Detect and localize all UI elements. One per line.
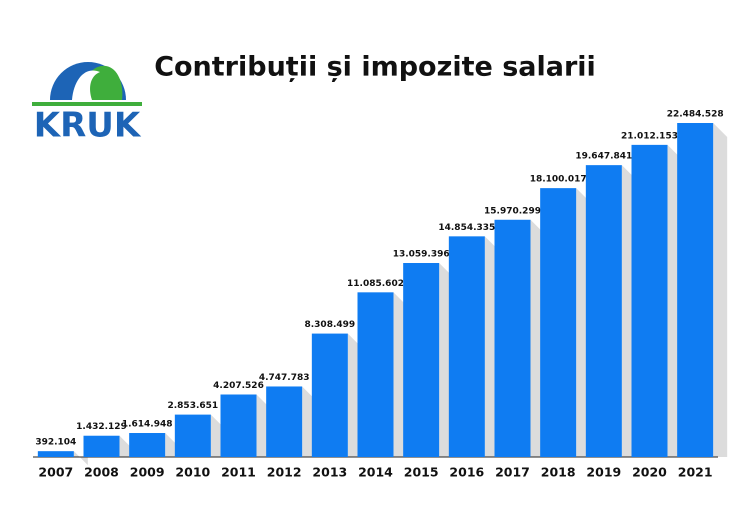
bar <box>585 165 622 458</box>
x-tick-label: 2010 <box>175 465 210 480</box>
value-label: 14.854.335 <box>438 223 495 233</box>
value-label: 4.747.783 <box>259 373 310 383</box>
x-tick-label: 2020 <box>632 465 667 480</box>
x-tick-label: 2016 <box>449 465 484 480</box>
bar <box>266 386 303 457</box>
bar <box>174 414 211 457</box>
bar <box>540 188 577 457</box>
bar <box>357 292 394 457</box>
value-label: 1.614.948 <box>122 420 173 430</box>
x-tick-label: 2014 <box>358 465 393 480</box>
value-label: 22.484.528 <box>667 110 724 120</box>
bar <box>494 219 531 457</box>
bar <box>83 435 120 457</box>
x-tick-label: 2009 <box>130 465 165 480</box>
bar <box>129 433 166 457</box>
x-tick-label: 2011 <box>221 465 256 480</box>
x-tick-label: 2007 <box>38 465 73 480</box>
value-label: 4.207.526 <box>213 381 264 391</box>
bar <box>677 123 714 457</box>
x-tick-label: 2008 <box>84 465 119 480</box>
bar <box>448 236 485 457</box>
x-tick-label: 2017 <box>495 465 530 480</box>
value-label: 1.432.129 <box>76 422 127 432</box>
x-tick-label: 2012 <box>267 465 302 480</box>
bar <box>37 451 74 457</box>
value-label: 21.012.153 <box>621 131 678 141</box>
logo-text: KRUK <box>34 106 142 146</box>
value-label: 18.100.017 <box>530 175 587 185</box>
x-tick-label: 2018 <box>541 465 576 480</box>
bar <box>631 144 668 457</box>
value-label: 8.308.499 <box>304 320 355 330</box>
value-label: 11.085.602 <box>347 279 404 289</box>
x-tick-label: 2013 <box>312 465 347 480</box>
bar <box>220 394 257 457</box>
value-label: 392.104 <box>35 438 76 448</box>
value-label: 13.059.396 <box>393 250 450 260</box>
bar-shadow <box>713 123 728 457</box>
x-tick-label: 2015 <box>404 465 439 480</box>
value-label: 2.853.651 <box>167 401 218 411</box>
chart-title: Contribuții și impozite salarii <box>154 52 596 83</box>
value-label: 15.970.299 <box>484 206 541 216</box>
bar <box>403 263 440 457</box>
bar-shadow <box>73 451 88 466</box>
logo: KRUK <box>32 62 142 146</box>
x-tick-label: 2019 <box>586 465 621 480</box>
value-label: 19.647.841 <box>575 152 632 162</box>
bar <box>311 333 348 457</box>
logo-emblem-bird <box>72 70 100 100</box>
x-tick-label: 2021 <box>678 465 713 480</box>
logo-line <box>32 102 142 106</box>
